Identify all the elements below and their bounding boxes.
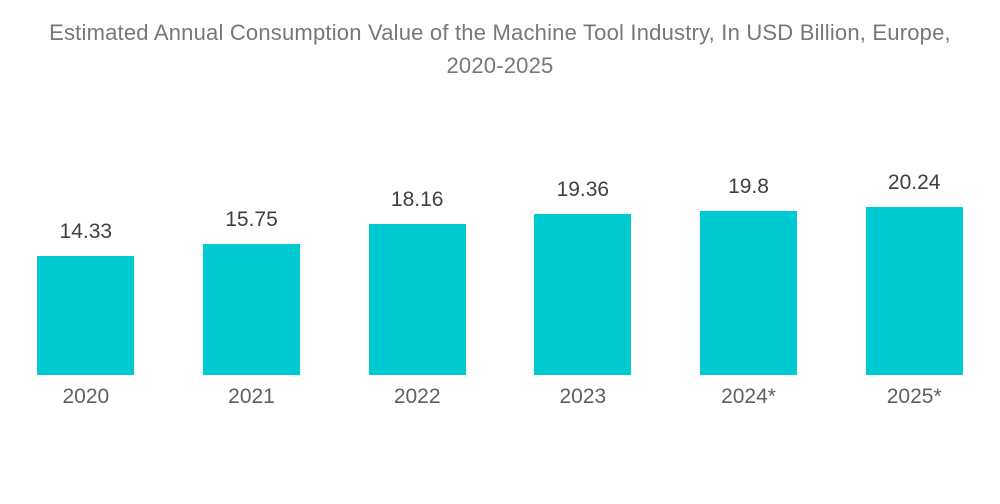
chart-column-2021: 15.75 2021: [169, 208, 335, 409]
chart-column-2022: 18.16 2022: [334, 188, 500, 409]
chart-column-2025: 20.24 2025*: [831, 171, 997, 409]
bar-value-label: 15.75: [225, 208, 278, 231]
bar-value-label: 19.36: [556, 178, 610, 201]
bar-2020: [37, 256, 135, 375]
bar-value-label: 20.24: [887, 171, 941, 194]
chart-column-2023: 19.36 2023: [500, 178, 666, 409]
x-axis-label: 2020: [62, 385, 110, 408]
x-axis-label: 2021: [228, 385, 275, 408]
chart-column-2020: 14.33 2020: [3, 220, 169, 409]
x-axis-label: 2023: [559, 385, 607, 408]
bar-2025: [865, 207, 963, 375]
bar-value-label: 14.33: [59, 220, 113, 243]
bar-2024: [700, 211, 798, 375]
bar-value-label: 18.16: [390, 188, 444, 211]
bar-value-label: 19.8: [728, 175, 769, 198]
bar-chart: 14.33 2020 15.75 2021 18.16 2022 19.36 2023 19.8…: [3, 101, 997, 409]
chart-column-2024: 19.8 2024*: [666, 175, 832, 409]
x-axis-label: 2024*: [721, 385, 776, 408]
x-axis-label: 2022: [393, 385, 441, 408]
bar-2022: [368, 224, 466, 375]
x-axis-label: 2025*: [886, 385, 942, 408]
bar-2023: [534, 214, 632, 375]
bar-2021: [203, 244, 300, 375]
chart-title: Estimated Annual Consumption Value of th…: [49, 20, 951, 78]
